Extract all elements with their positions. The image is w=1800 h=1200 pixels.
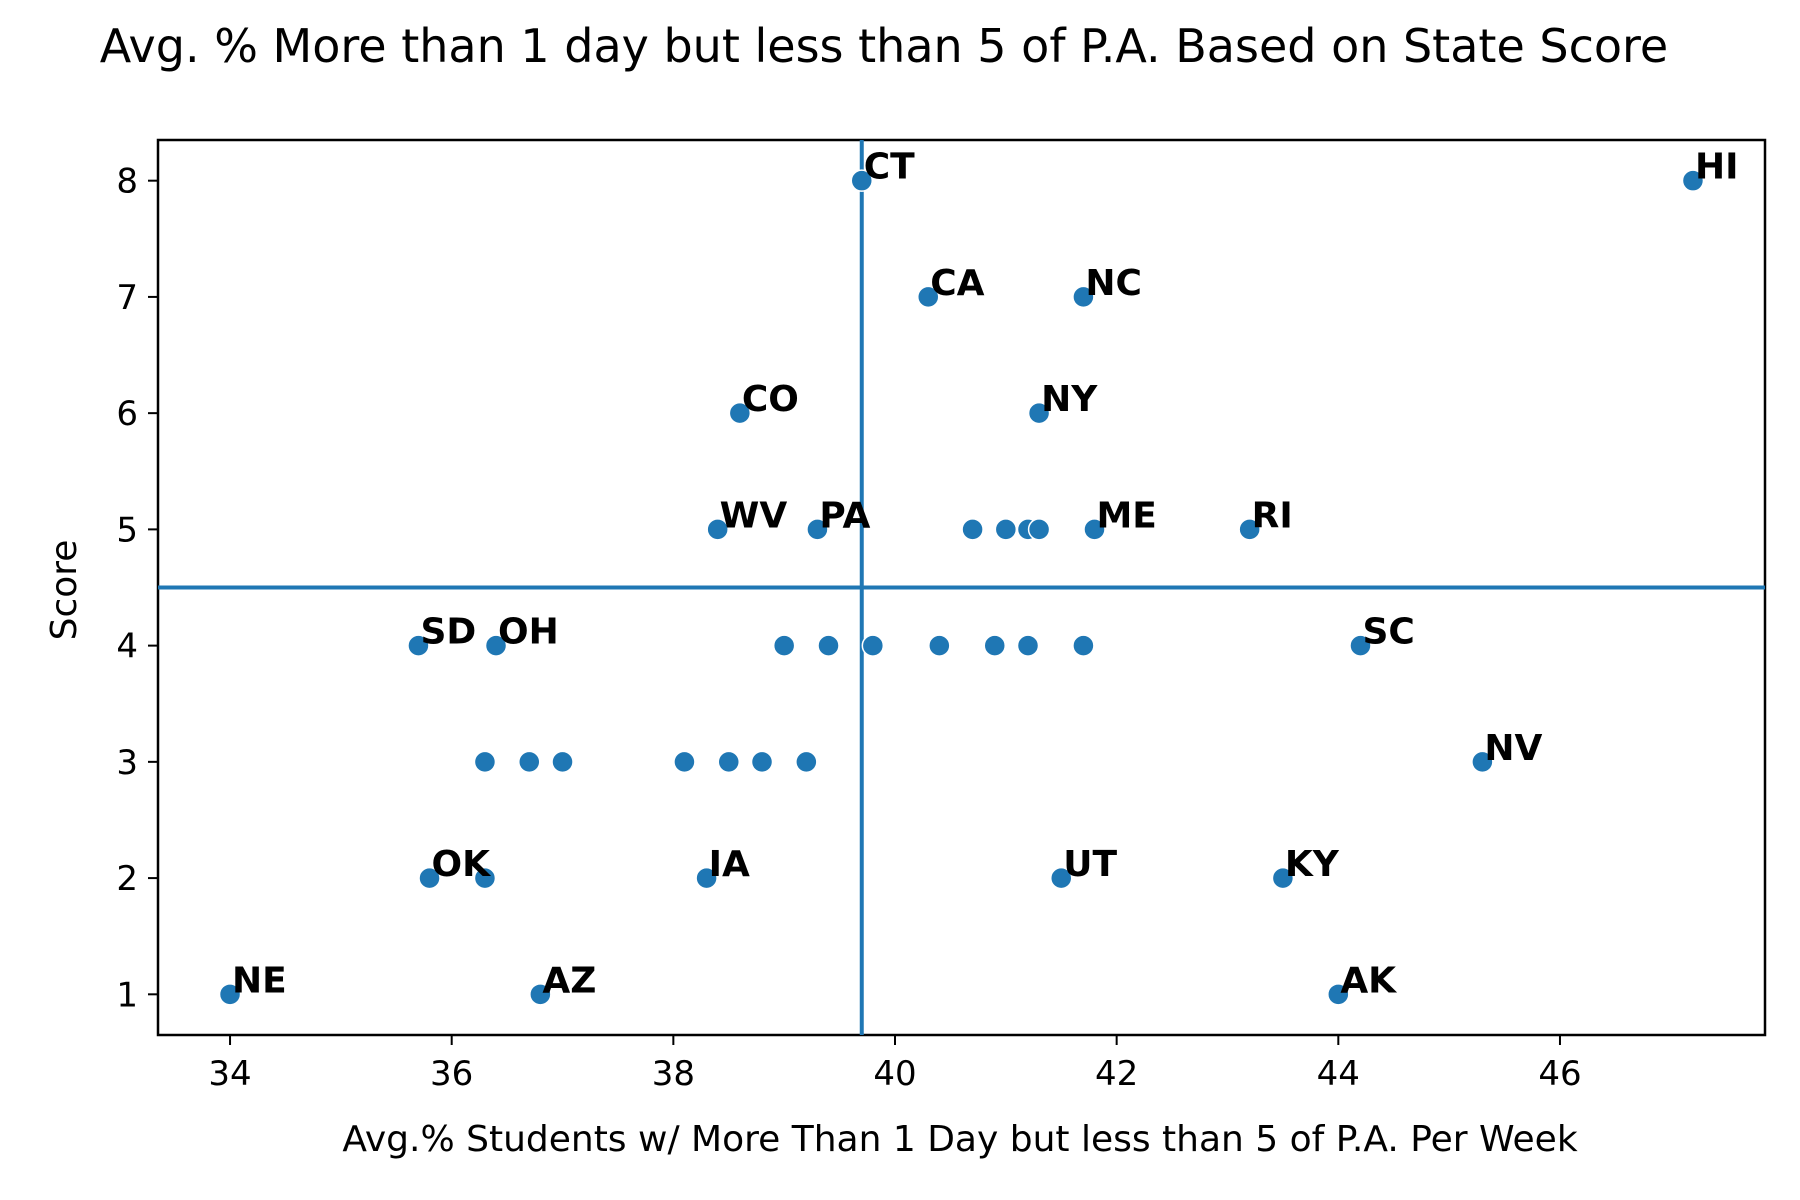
point-label: AZ: [542, 960, 596, 1001]
chart-title: Avg. % More than 1 day but less than 5 o…: [100, 19, 1668, 73]
data-point: [473, 750, 497, 774]
point-label: UT: [1063, 844, 1117, 885]
x-tick-label: 36: [430, 1054, 473, 1094]
y-tick-label: 1: [116, 975, 138, 1015]
data-point: [717, 750, 741, 774]
data-point: [806, 518, 829, 541]
x-tick-label: 34: [208, 1054, 251, 1094]
x-tick-label: 46: [1538, 1054, 1581, 1094]
point-label: NV: [1484, 728, 1542, 769]
data-point: [1072, 634, 1095, 657]
data-point: [817, 634, 840, 657]
point-label: CT: [864, 147, 915, 188]
y-tick-label: 4: [116, 627, 138, 667]
point-label: HI: [1695, 147, 1739, 188]
data-point: [795, 750, 818, 774]
point-label: KY: [1285, 844, 1340, 885]
data-point: [695, 866, 718, 890]
data-point: [1083, 518, 1106, 541]
point-label: AK: [1340, 960, 1397, 1001]
data-point: [1238, 518, 1261, 541]
data-point: [1271, 866, 1295, 890]
data-point: [728, 401, 752, 425]
data-point: [418, 866, 441, 890]
data-point: [994, 518, 1018, 541]
x-axis-label: Avg.% Students w/ More Than 1 Day but le…: [342, 1119, 1577, 1160]
x-tick-label: 44: [1317, 1054, 1360, 1094]
data-point: [1027, 401, 1051, 425]
point-label: IA: [709, 844, 750, 885]
data-point: [551, 750, 574, 774]
data-point: [983, 634, 1006, 657]
data-point: [928, 634, 951, 657]
data-point: [861, 634, 885, 657]
data-point: [518, 750, 541, 774]
data-point: [1327, 983, 1350, 1006]
point-label: WV: [720, 495, 788, 536]
data-point: [1471, 750, 1494, 774]
data-point: [1027, 518, 1051, 541]
y-tick-label: 6: [116, 394, 138, 434]
point-label: SD: [420, 612, 476, 653]
y-tick-label: 8: [116, 162, 138, 202]
data-point: [1681, 169, 1705, 192]
data-point: [1016, 634, 1040, 657]
data-point: [1072, 285, 1095, 309]
data-point: [961, 518, 984, 541]
data-point: [706, 518, 729, 541]
x-tick-label: 38: [652, 1054, 695, 1094]
x-tick-label: 42: [1095, 1054, 1138, 1094]
point-label: CO: [742, 379, 799, 420]
point-label: ME: [1096, 495, 1156, 536]
data-point: [1349, 634, 1372, 657]
data-point: [529, 983, 552, 1006]
y-tick-label: 3: [116, 743, 138, 783]
data-point: [850, 169, 874, 192]
data-point: [1049, 866, 1073, 890]
data-point: [407, 634, 430, 657]
point-label: NE: [232, 960, 287, 1001]
y-tick-label: 5: [116, 510, 138, 550]
point-label: CA: [930, 263, 984, 304]
point-label: PA: [819, 495, 870, 536]
point-label: RI: [1252, 495, 1293, 536]
data-point: [473, 866, 497, 890]
x-tick-label: 40: [873, 1054, 916, 1094]
point-label: SC: [1362, 612, 1414, 653]
y-tick-label: 7: [116, 278, 138, 318]
point-label: OK: [432, 844, 492, 885]
point-label: OH: [498, 612, 559, 653]
data-point: [673, 750, 696, 774]
point-label: NY: [1041, 379, 1098, 420]
y-tick-label: 2: [116, 859, 138, 899]
data-point: [750, 750, 774, 774]
data-point: [484, 634, 508, 657]
y-axis-label: Score: [44, 540, 85, 641]
data-point: [917, 285, 940, 309]
data-point: [772, 634, 796, 657]
point-label: NC: [1085, 263, 1142, 304]
data-point: [218, 983, 242, 1006]
